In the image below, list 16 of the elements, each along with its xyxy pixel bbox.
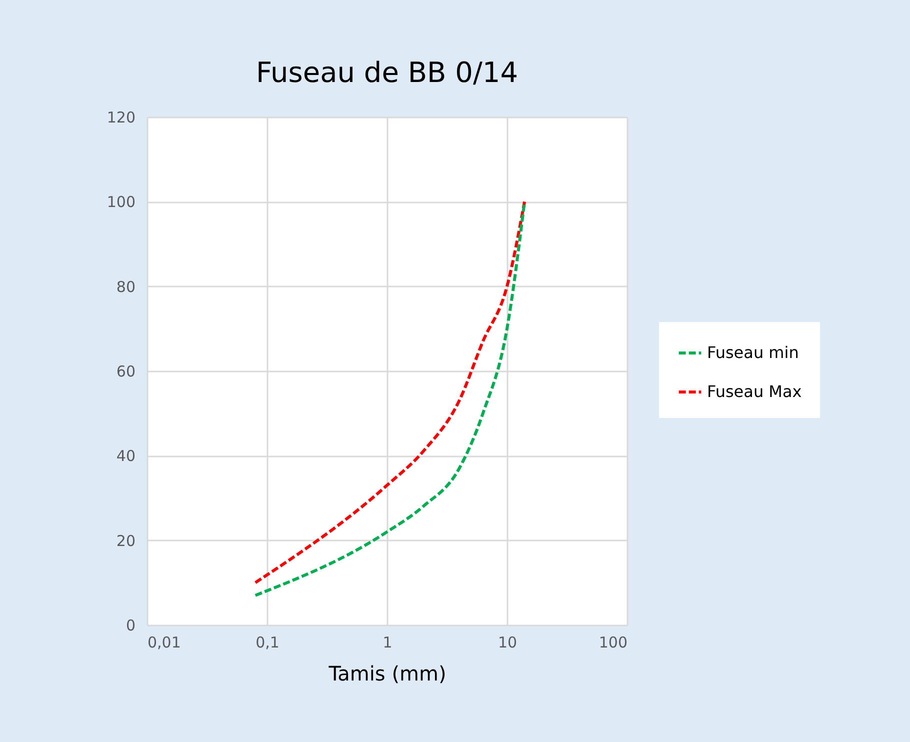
y-tick-label: 120 — [106, 108, 136, 126]
x-axis-title: Tamis (mm) — [328, 662, 446, 686]
legend-label: Fuseau Max — [707, 382, 802, 401]
y-tick-label: 100 — [106, 193, 136, 212]
x-tick-label: 100 — [598, 634, 628, 652]
legend-label: Fuseau min — [707, 343, 799, 362]
y-tick-label: 20 — [116, 532, 136, 550]
x-tick-label: 0,1 — [256, 634, 280, 652]
x-tick-label: 0,01 — [148, 634, 181, 652]
chart-title: Fuseau de BB 0/14 — [256, 56, 518, 89]
y-tick-label: 80 — [116, 278, 136, 296]
x-tick-label: 1 — [382, 634, 392, 652]
y-tick-label: 60 — [116, 362, 136, 380]
y-tick-label: 40 — [116, 447, 136, 466]
x-tick-label: 10 — [498, 634, 518, 652]
y-tick-label: 0 — [126, 616, 136, 634]
